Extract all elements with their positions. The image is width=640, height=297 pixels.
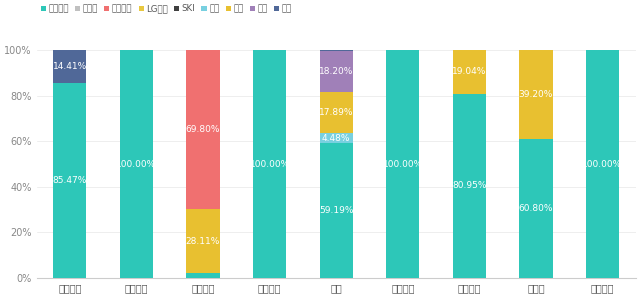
- Text: 100.00%: 100.00%: [250, 159, 290, 169]
- Text: 14.41%: 14.41%: [52, 62, 87, 71]
- Text: 4.48%: 4.48%: [322, 134, 351, 143]
- Text: 39.20%: 39.20%: [519, 90, 553, 99]
- Bar: [319, 92, 353, 133]
- Legend: 宁德时代, 比亚迪, 中航锂电, LG化学, SKI, 力神, 孚能, 松下, 其他: 宁德时代, 比亚迪, 中航锂电, LG化学, SKI, 力神, 孚能, 松下, …: [41, 4, 292, 13]
- Text: 19.04%: 19.04%: [452, 67, 486, 76]
- Bar: [186, 50, 220, 209]
- Bar: [319, 51, 353, 92]
- Text: 100.00%: 100.00%: [582, 159, 623, 169]
- Bar: [586, 50, 619, 278]
- Bar: [120, 50, 153, 278]
- Text: 18.20%: 18.20%: [319, 67, 353, 76]
- Text: 80.95%: 80.95%: [452, 181, 486, 190]
- Text: 28.11%: 28.11%: [186, 237, 220, 246]
- Bar: [452, 50, 486, 94]
- Text: 100.00%: 100.00%: [116, 159, 157, 169]
- Text: 69.80%: 69.80%: [186, 125, 220, 134]
- Text: 60.80%: 60.80%: [518, 204, 553, 213]
- Text: 59.19%: 59.19%: [319, 206, 353, 215]
- Text: 85.47%: 85.47%: [52, 176, 87, 185]
- Bar: [253, 50, 286, 278]
- Bar: [186, 273, 220, 278]
- Bar: [452, 94, 486, 278]
- Bar: [53, 50, 86, 83]
- Bar: [519, 50, 552, 140]
- Bar: [319, 143, 353, 278]
- Text: 17.89%: 17.89%: [319, 108, 353, 117]
- Bar: [386, 50, 419, 278]
- Bar: [53, 83, 86, 278]
- Bar: [186, 209, 220, 273]
- Bar: [319, 133, 353, 143]
- Text: 100.00%: 100.00%: [383, 159, 423, 169]
- Bar: [519, 140, 552, 278]
